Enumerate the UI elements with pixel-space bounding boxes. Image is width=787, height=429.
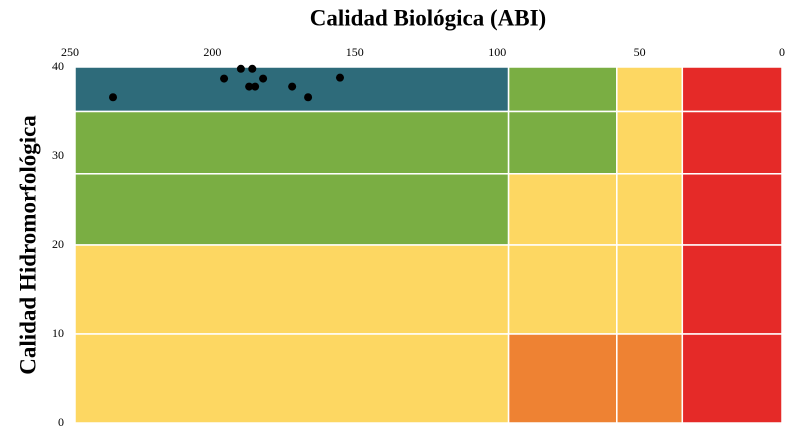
- zone: [507, 333, 618, 424]
- zone: [74, 333, 510, 424]
- zone: [616, 333, 684, 424]
- zone: [681, 66, 783, 113]
- point: [259, 74, 268, 83]
- point: [248, 64, 257, 73]
- zone: [507, 66, 618, 113]
- zone: [74, 173, 510, 246]
- point: [245, 82, 254, 91]
- zone: [681, 110, 783, 175]
- zone: [681, 333, 783, 424]
- point: [109, 93, 118, 102]
- zone: [616, 110, 684, 175]
- point: [251, 82, 260, 91]
- zone: [616, 173, 684, 246]
- y-tick-label: 10: [52, 326, 64, 340]
- y-tick-label: 30: [52, 148, 64, 162]
- zone: [507, 173, 618, 246]
- y-tick-label: 20: [52, 237, 64, 251]
- zone: [616, 244, 684, 335]
- chart-title: Calidad Biológica (ABI): [310, 5, 546, 30]
- point: [288, 82, 297, 91]
- x-tick-label: 250: [61, 45, 79, 59]
- zone: [681, 244, 783, 335]
- zone: [507, 244, 618, 335]
- zone: [681, 173, 783, 246]
- x-tick-label: 50: [634, 45, 646, 59]
- point: [236, 64, 245, 73]
- x-tick-label: 200: [203, 45, 221, 59]
- y-axis-label: Calidad Hidromorfológica: [15, 115, 40, 375]
- point: [220, 74, 229, 83]
- x-tick-label: 100: [488, 45, 506, 59]
- y-tick-label: 0: [58, 415, 64, 429]
- point: [304, 93, 313, 102]
- zone: [507, 110, 618, 175]
- y-tick-label: 40: [52, 59, 64, 73]
- zone: [616, 66, 684, 113]
- zone: [74, 244, 510, 335]
- zone: [74, 110, 510, 175]
- x-tick-label: 0: [779, 45, 785, 59]
- x-tick-label: 150: [346, 45, 364, 59]
- point: [335, 73, 344, 82]
